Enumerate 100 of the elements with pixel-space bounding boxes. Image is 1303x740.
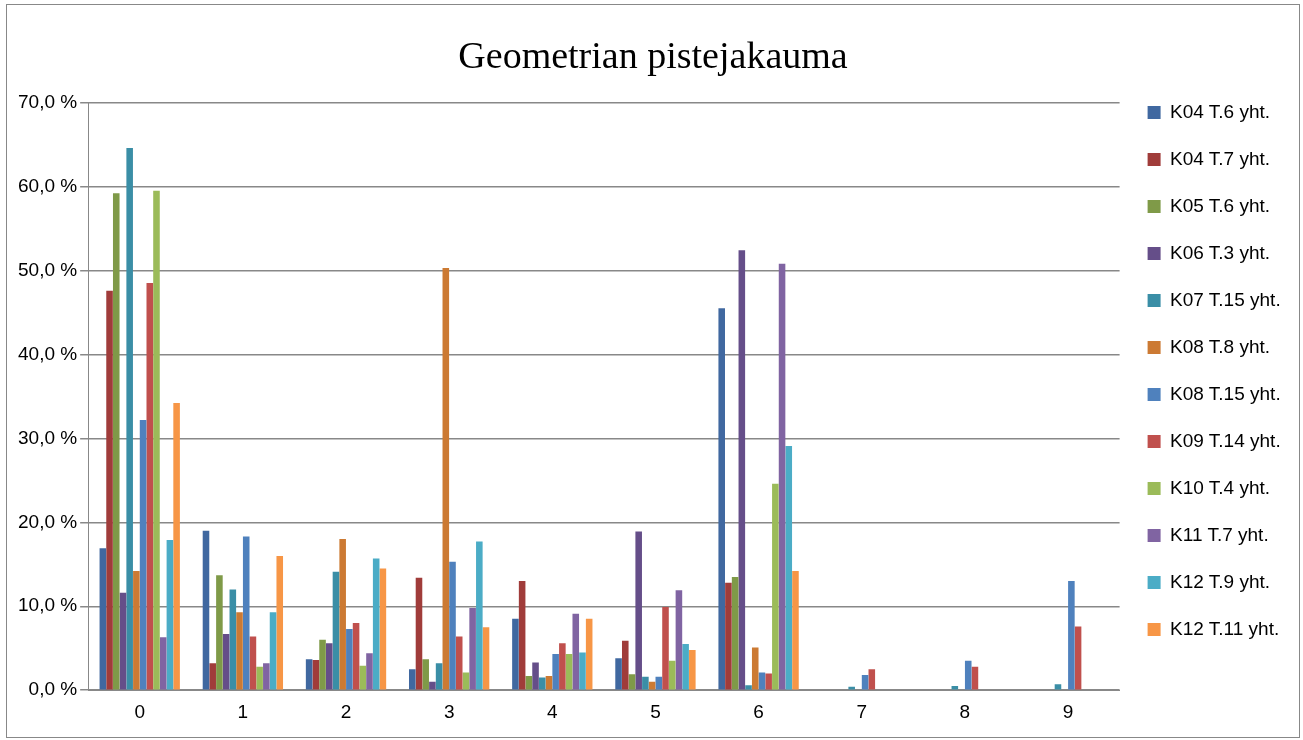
- bar: [778, 263, 786, 690]
- y-tick-label: 10,0 %: [18, 594, 78, 616]
- legend-label: K06 T.3 yht.: [1170, 241, 1271, 263]
- bar: [442, 267, 450, 690]
- bar: [615, 658, 622, 690]
- bar: [346, 628, 353, 690]
- y-tick-label: 40,0 %: [18, 342, 78, 364]
- legend-label: K05 T.6 yht.: [1170, 194, 1271, 216]
- bar: [166, 539, 174, 690]
- bar: [572, 613, 580, 690]
- bar: [256, 666, 263, 690]
- bar: [718, 308, 725, 690]
- bar: [772, 483, 779, 690]
- bar: [532, 662, 539, 690]
- bar: [415, 577, 423, 690]
- y-tick-label: 20,0 %: [18, 510, 78, 532]
- bar: [319, 639, 326, 690]
- bar: [785, 445, 793, 690]
- bar: [628, 674, 636, 690]
- y-tick-label: 30,0 %: [18, 426, 78, 448]
- x-tick-label: 6: [753, 700, 764, 722]
- y-tick-label: 50,0 %: [18, 258, 78, 280]
- bar: [429, 681, 436, 690]
- x-tick-label: 3: [443, 700, 455, 722]
- bar: [153, 190, 160, 690]
- bar: [1068, 581, 1075, 690]
- bar: [765, 673, 772, 690]
- bar: [792, 571, 799, 690]
- legend-label: K07 T.15 yht.: [1170, 288, 1281, 310]
- bar: [682, 644, 689, 690]
- y-tick-label: 0,0 %: [28, 678, 78, 700]
- bar: [133, 571, 140, 690]
- bar: [216, 575, 223, 690]
- y-tick-label: 60,0 %: [18, 174, 78, 196]
- legend-label: K12 T.9 yht.: [1170, 570, 1271, 592]
- bar: [476, 541, 483, 690]
- bar: [119, 592, 127, 690]
- bar: [409, 669, 416, 690]
- bar: [675, 590, 683, 690]
- bar: [106, 290, 113, 690]
- bar: [662, 607, 669, 690]
- bar: [159, 637, 167, 690]
- bar: [352, 623, 360, 690]
- bar: [642, 676, 649, 690]
- bar: [585, 618, 593, 690]
- bar: [621, 640, 629, 690]
- bar: [552, 654, 559, 690]
- bar: [249, 636, 257, 690]
- bar: [372, 558, 380, 690]
- bar: [1074, 626, 1082, 690]
- bar: [512, 618, 519, 690]
- bar: [222, 633, 230, 690]
- bar: [242, 536, 250, 690]
- bar: [276, 555, 284, 690]
- bar: [305, 659, 313, 690]
- legend-label: K08 T.8 yht.: [1170, 335, 1271, 357]
- bar: [139, 419, 147, 690]
- legend-label: K04 T.6 yht.: [1170, 100, 1271, 122]
- bar: [202, 530, 210, 690]
- bar: [209, 663, 216, 690]
- bar: [99, 548, 107, 690]
- bar: [738, 250, 746, 690]
- y-tick-label: 70,0 %: [18, 90, 78, 112]
- bar: [366, 653, 373, 690]
- legend-label: K10 T.4 yht.: [1170, 476, 1271, 498]
- bar: [263, 663, 270, 690]
- legend-label: K11 T.7 yht.: [1170, 523, 1269, 545]
- bar: [236, 612, 243, 690]
- bar: [868, 669, 876, 690]
- bar: [635, 531, 642, 690]
- bar: [482, 627, 490, 690]
- bar: [173, 403, 180, 690]
- bar: [146, 283, 154, 690]
- x-tick-label: 2: [340, 700, 352, 722]
- bar: [469, 607, 476, 690]
- bar: [518, 581, 526, 690]
- x-tick-label: 8: [959, 700, 971, 722]
- bar: [269, 612, 277, 690]
- legend-label: K09 T.14 yht.: [1170, 429, 1281, 451]
- bar: [325, 643, 333, 690]
- bar: [579, 652, 586, 690]
- bar: [359, 665, 367, 690]
- x-tick-label: 5: [650, 700, 661, 722]
- bar: [435, 663, 443, 690]
- bar: [751, 647, 759, 690]
- bar: [455, 636, 463, 690]
- bar: [731, 576, 739, 690]
- legend-label: K08 T.15 yht.: [1170, 382, 1281, 404]
- bar: [112, 193, 120, 690]
- bar: [725, 582, 732, 690]
- legend-label: K12 T.11 yht.: [1170, 617, 1280, 639]
- bar: [229, 589, 237, 690]
- x-tick-label: 7: [856, 700, 868, 722]
- bar: [339, 539, 346, 690]
- legend-label: K04 T.7 yht.: [1170, 147, 1271, 169]
- bar: [745, 685, 752, 690]
- bar: [126, 147, 133, 690]
- x-tick-label: 4: [547, 700, 559, 722]
- bar: [565, 654, 573, 690]
- bar: [689, 649, 696, 690]
